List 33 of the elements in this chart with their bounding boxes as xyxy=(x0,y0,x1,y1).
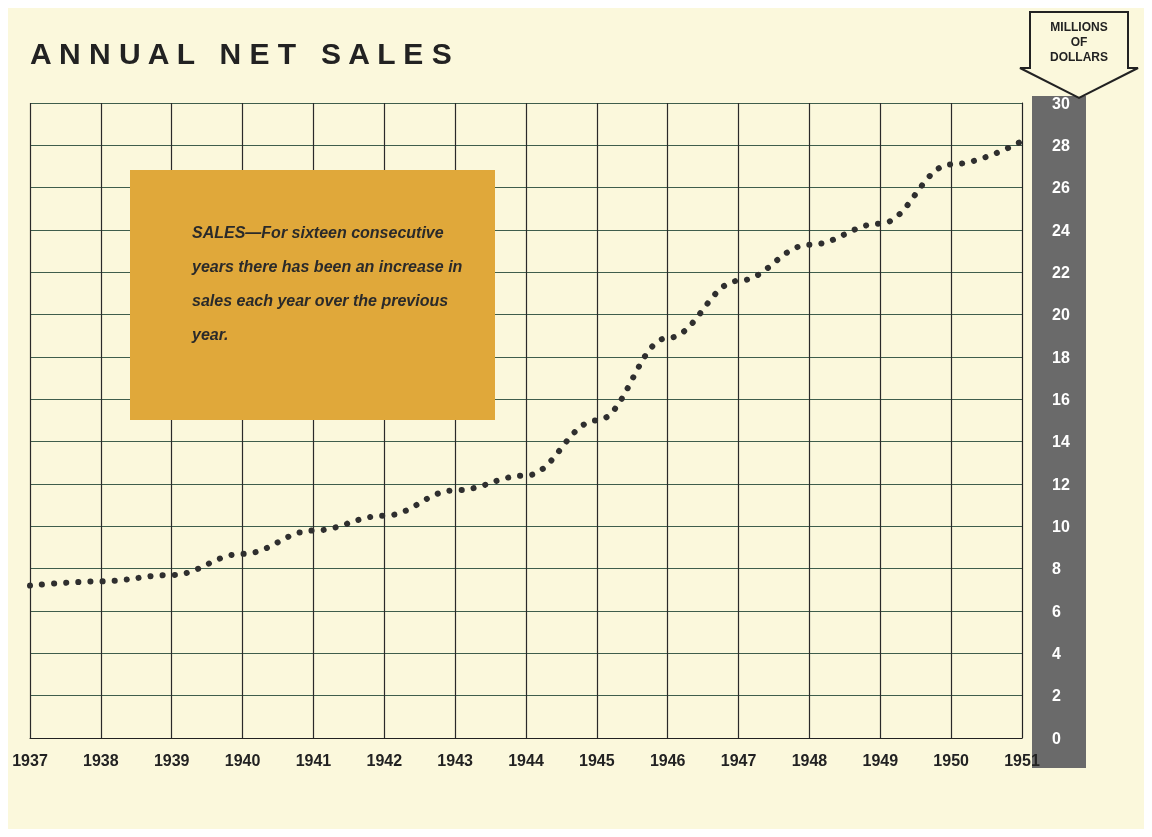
y-tick-label: 18 xyxy=(1052,348,1070,366)
y-tick-label: 26 xyxy=(1052,179,1070,197)
y-tick-label: 10 xyxy=(1052,517,1070,535)
x-tick-label: 1944 xyxy=(508,751,544,769)
x-tick-label: 1938 xyxy=(83,751,119,769)
y-tick-label: 0 xyxy=(1052,729,1061,747)
y-tick-label: 20 xyxy=(1052,306,1070,324)
y-tick-label: 22 xyxy=(1052,263,1070,281)
y-tick-label: 30 xyxy=(1052,94,1070,112)
y-tick-label: 28 xyxy=(1052,136,1070,154)
y-tick-label: 14 xyxy=(1052,433,1070,451)
x-tick-label: 1941 xyxy=(295,751,332,769)
x-tick-label: 1939 xyxy=(153,751,190,769)
y-tick-label: 16 xyxy=(1052,390,1070,408)
x-tick-label: 1949 xyxy=(862,751,899,769)
x-tick-label: 1945 xyxy=(579,751,615,769)
chart-title: A N N U A L N E T S A L E S xyxy=(30,36,452,70)
y-axis-title: MILLIONS OF DOLLARS xyxy=(1050,20,1108,64)
note-card: SALES—For sixteen consecutive years there has been an increase in sales each year over the previous year. xyxy=(130,170,495,420)
x-tick-label: 1948 xyxy=(791,751,828,769)
x-tick-label: 1943 xyxy=(437,751,474,769)
x-tick-label: 1937 xyxy=(12,751,48,769)
y-tick-label: 6 xyxy=(1052,602,1061,620)
x-tick-label: 1947 xyxy=(720,751,757,769)
x-tick-label: 1940 xyxy=(224,751,261,769)
y-tick-label: 12 xyxy=(1052,475,1070,493)
y-tick-label: 24 xyxy=(1052,221,1070,239)
y-tick-label: 8 xyxy=(1052,560,1061,578)
x-tick-label: 1942 xyxy=(366,751,403,769)
x-tick-label: 1950 xyxy=(933,751,970,769)
y-tick-label: 2 xyxy=(1052,687,1061,705)
y-tick-label: 4 xyxy=(1052,644,1061,662)
x-tick-label: 1946 xyxy=(649,751,686,769)
